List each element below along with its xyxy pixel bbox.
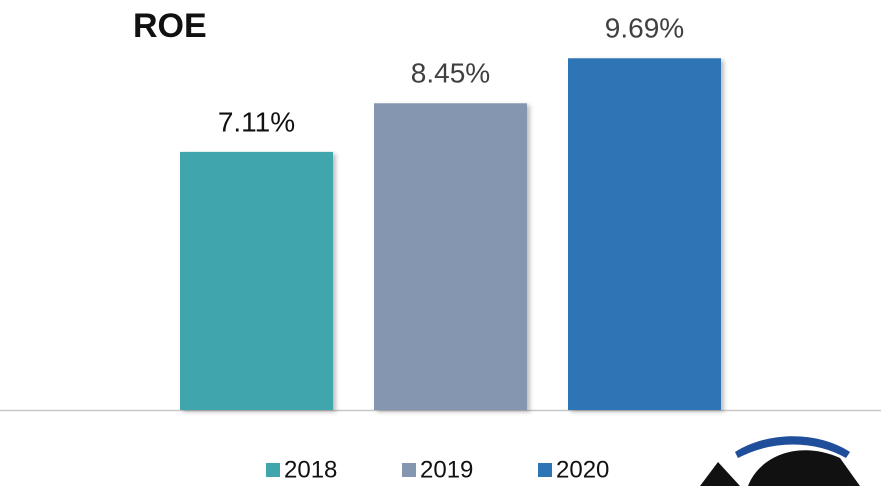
data-label: 8.45% bbox=[411, 58, 490, 89]
legend-swatch bbox=[402, 463, 416, 477]
legend-label: 2018 bbox=[284, 456, 337, 483]
logo bbox=[700, 436, 860, 486]
data-label: 9.69% bbox=[605, 13, 684, 44]
bar bbox=[374, 103, 527, 410]
data-label: 7.11% bbox=[218, 106, 295, 137]
legend-swatch bbox=[538, 463, 552, 477]
bar bbox=[180, 151, 333, 411]
legend-label: 2020 bbox=[556, 456, 609, 483]
legend-swatch bbox=[266, 463, 280, 477]
bar bbox=[568, 58, 721, 411]
chart-title: ROE bbox=[133, 7, 207, 45]
legend-label: 2019 bbox=[420, 456, 473, 483]
